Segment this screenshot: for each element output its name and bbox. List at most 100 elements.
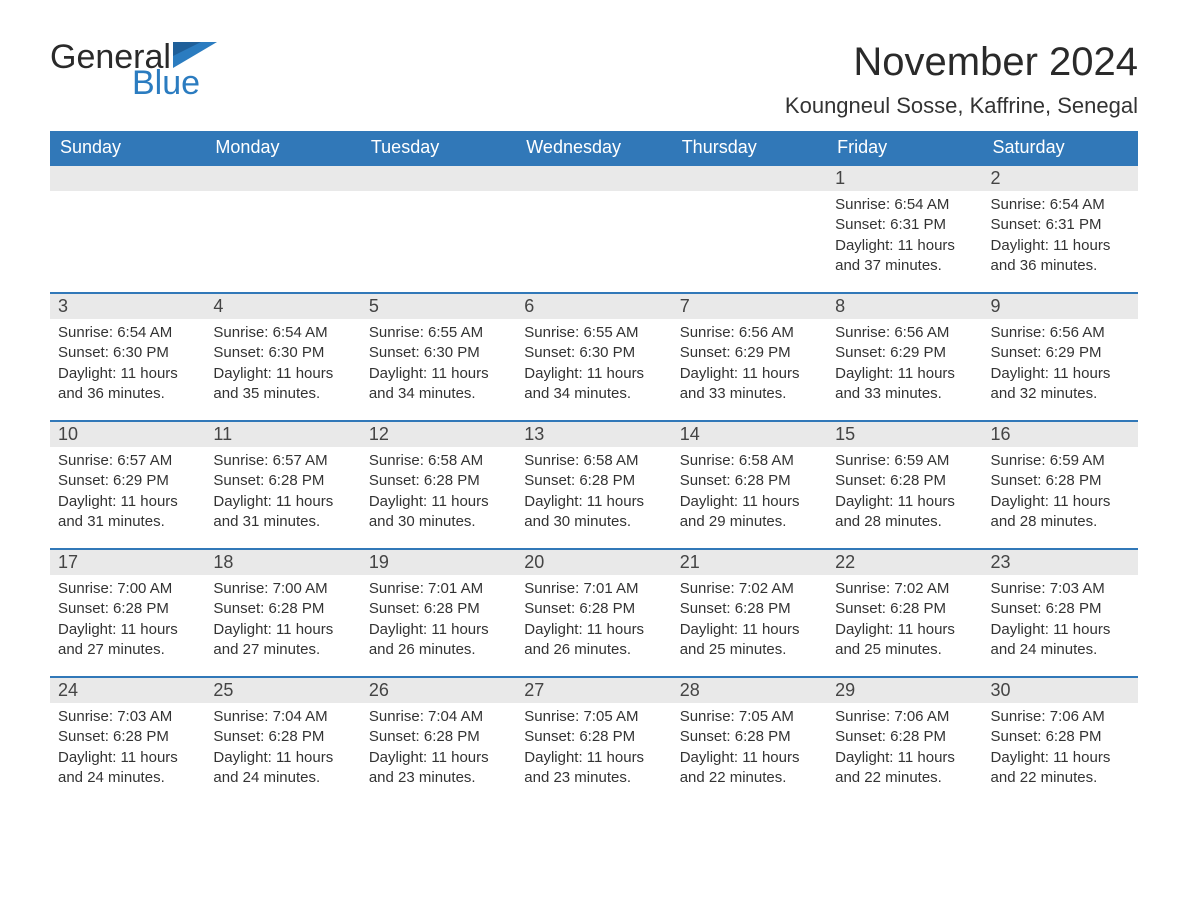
day-detail-line: Daylight: 11 hours and 36 minutes. [58, 364, 197, 405]
detail-label: Sunrise: [991, 580, 1050, 597]
day-details: Sunrise: 6:57 AMSunset: 6:29 PMDaylight:… [50, 447, 205, 540]
day-detail-line: Sunset: 6:28 PM [369, 599, 508, 619]
day-detail-line: Sunrise: 6:56 AM [680, 323, 819, 343]
day-detail-line: Sunrise: 7:06 AM [835, 707, 974, 727]
detail-label: Sunrise: [991, 196, 1050, 213]
day-detail-line: Daylight: 11 hours and 24 minutes. [991, 620, 1130, 661]
day-number: 8 [827, 294, 982, 319]
detail-value: 6:28 PM [1046, 600, 1102, 617]
detail-label: Sunset: [835, 216, 890, 233]
calendar-cell: 11Sunrise: 6:57 AMSunset: 6:28 PMDayligh… [205, 421, 360, 549]
calendar-week-row: 24Sunrise: 7:03 AMSunset: 6:28 PMDayligh… [50, 677, 1138, 805]
day-detail-line: Sunset: 6:28 PM [213, 727, 352, 747]
detail-label: Sunset: [991, 728, 1046, 745]
detail-label: Daylight: [680, 621, 743, 638]
day-number: 20 [516, 550, 671, 575]
detail-value: 7:04 AM [428, 708, 483, 725]
day-number: 27 [516, 678, 671, 703]
day-detail-line: Sunset: 6:29 PM [835, 343, 974, 363]
detail-value: 6:29 PM [890, 344, 946, 361]
detail-value: 6:29 PM [735, 344, 791, 361]
detail-value: 6:28 PM [268, 472, 324, 489]
detail-label: Sunset: [835, 728, 890, 745]
detail-value: 6:28 PM [579, 472, 635, 489]
detail-label: Daylight: [835, 493, 898, 510]
detail-label: Daylight: [835, 365, 898, 382]
empty-day-bar [205, 166, 360, 191]
detail-label: Sunrise: [213, 708, 272, 725]
detail-label: Sunset: [835, 472, 890, 489]
day-detail-line: Sunset: 6:28 PM [524, 599, 663, 619]
detail-value: 6:59 AM [1050, 452, 1105, 469]
day-details: Sunrise: 6:56 AMSunset: 6:29 PMDaylight:… [827, 319, 982, 412]
day-detail-line: Daylight: 11 hours and 30 minutes. [524, 492, 663, 533]
calendar-cell [361, 165, 516, 293]
day-number: 19 [361, 550, 516, 575]
calendar-cell: 12Sunrise: 6:58 AMSunset: 6:28 PMDayligh… [361, 421, 516, 549]
detail-label: Sunset: [369, 600, 424, 617]
day-details: Sunrise: 7:02 AMSunset: 6:28 PMDaylight:… [672, 575, 827, 668]
detail-value: 7:06 AM [894, 708, 949, 725]
detail-value: 6:28 PM [113, 728, 169, 745]
calendar-cell: 17Sunrise: 7:00 AMSunset: 6:28 PMDayligh… [50, 549, 205, 677]
detail-label: Daylight: [680, 493, 743, 510]
day-number: 21 [672, 550, 827, 575]
detail-value: 6:28 PM [890, 600, 946, 617]
detail-value: 6:28 PM [424, 728, 480, 745]
detail-value: 6:28 PM [735, 472, 791, 489]
detail-value: 6:30 PM [113, 344, 169, 361]
logo: General Blue [50, 40, 217, 100]
detail-value: 6:59 AM [894, 452, 949, 469]
detail-value: 6:54 AM [1050, 196, 1105, 213]
day-number: 26 [361, 678, 516, 703]
day-details: Sunrise: 7:00 AMSunset: 6:28 PMDaylight:… [205, 575, 360, 668]
detail-label: Daylight: [991, 237, 1054, 254]
day-details: Sunrise: 7:05 AMSunset: 6:28 PMDaylight:… [672, 703, 827, 796]
day-detail-line: Sunrise: 6:55 AM [369, 323, 508, 343]
detail-label: Daylight: [991, 621, 1054, 638]
day-detail-line: Sunset: 6:28 PM [835, 471, 974, 491]
day-detail-line: Sunset: 6:29 PM [991, 343, 1130, 363]
detail-label: Daylight: [213, 749, 276, 766]
detail-label: Sunset: [524, 600, 579, 617]
day-detail-line: Daylight: 11 hours and 27 minutes. [58, 620, 197, 661]
calendar-cell: 23Sunrise: 7:03 AMSunset: 6:28 PMDayligh… [983, 549, 1138, 677]
detail-label: Sunrise: [524, 708, 583, 725]
day-detail-line: Sunrise: 7:05 AM [524, 707, 663, 727]
day-detail-line: Sunset: 6:28 PM [524, 727, 663, 747]
day-number: 18 [205, 550, 360, 575]
location-label: Koungneul Sosse, Kaffrine, Senegal [785, 93, 1138, 119]
detail-label: Daylight: [680, 749, 743, 766]
day-detail-line: Sunset: 6:28 PM [991, 471, 1130, 491]
detail-label: Daylight: [58, 493, 121, 510]
day-detail-line: Daylight: 11 hours and 30 minutes. [369, 492, 508, 533]
detail-label: Daylight: [524, 749, 587, 766]
detail-label: Sunset: [58, 344, 113, 361]
day-detail-line: Daylight: 11 hours and 25 minutes. [835, 620, 974, 661]
day-details: Sunrise: 6:55 AMSunset: 6:30 PMDaylight:… [361, 319, 516, 412]
detail-label: Daylight: [835, 237, 898, 254]
detail-label: Sunset: [213, 600, 268, 617]
detail-value: 6:56 AM [1050, 324, 1105, 341]
weekday-header-row: SundayMondayTuesdayWednesdayThursdayFrid… [50, 131, 1138, 165]
detail-label: Sunrise: [835, 196, 894, 213]
day-details: Sunrise: 6:54 AMSunset: 6:31 PMDaylight:… [827, 191, 982, 284]
detail-value: 6:30 PM [424, 344, 480, 361]
detail-value: 6:55 AM [428, 324, 483, 341]
day-detail-line: Sunrise: 7:01 AM [524, 579, 663, 599]
day-detail-line: Sunset: 6:29 PM [680, 343, 819, 363]
day-number: 5 [361, 294, 516, 319]
day-details: Sunrise: 6:58 AMSunset: 6:28 PMDaylight:… [361, 447, 516, 540]
calendar-week-row: 17Sunrise: 7:00 AMSunset: 6:28 PMDayligh… [50, 549, 1138, 677]
day-details: Sunrise: 7:04 AMSunset: 6:28 PMDaylight:… [361, 703, 516, 796]
day-detail-line: Sunset: 6:30 PM [213, 343, 352, 363]
day-detail-line: Sunset: 6:28 PM [680, 599, 819, 619]
detail-label: Daylight: [58, 749, 121, 766]
detail-label: Sunset: [835, 344, 890, 361]
empty-day-bar [672, 166, 827, 191]
detail-label: Daylight: [369, 621, 432, 638]
day-detail-line: Sunrise: 6:54 AM [835, 195, 974, 215]
day-detail-line: Sunset: 6:28 PM [991, 599, 1130, 619]
day-detail-line: Sunrise: 7:00 AM [213, 579, 352, 599]
detail-value: 6:28 PM [424, 472, 480, 489]
